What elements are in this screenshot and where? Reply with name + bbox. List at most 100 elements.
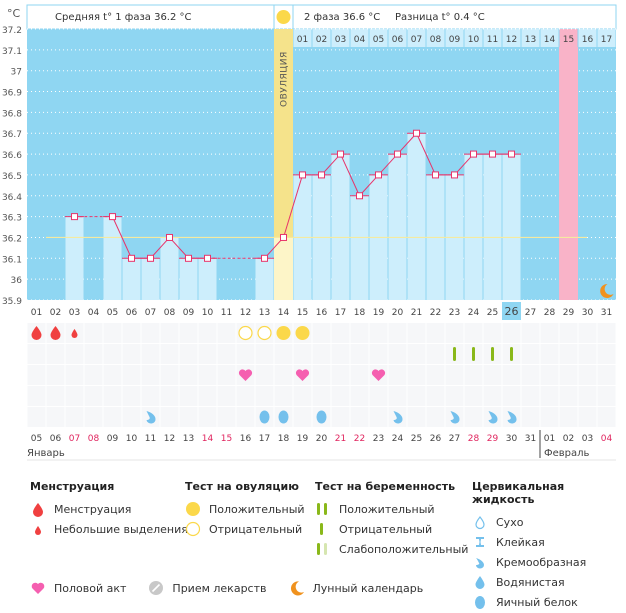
y-tick-label: 36.8 — [2, 109, 22, 119]
cycle-day-label: 05 — [107, 308, 118, 318]
phase2-day-label: 11 — [487, 35, 498, 45]
temperature-point — [470, 150, 477, 158]
calendar-date-label: 15 — [221, 434, 232, 444]
double-bar-icon — [315, 501, 331, 517]
calendar-date-label: 30 — [506, 434, 518, 444]
creamy-icon — [393, 411, 403, 424]
pregnancy-test-negative-icon — [510, 347, 513, 361]
temperature-bar — [65, 216, 84, 300]
cycle-day-label: 30 — [582, 308, 594, 318]
phase2-day-cell — [293, 29, 312, 47]
calendar-date-label: 14 — [202, 434, 214, 444]
y-tick-label: 36.5 — [2, 172, 22, 182]
phase2-day-cell — [312, 29, 331, 47]
phase2-day-cell — [388, 29, 407, 47]
temperature-point — [413, 129, 420, 137]
phase2-day-cell — [502, 29, 521, 47]
event-row — [27, 386, 616, 406]
cycle-day-label: 14 — [278, 308, 290, 318]
legend-item: Сухо — [496, 515, 524, 529]
legend-item: Яичный белок — [496, 595, 578, 609]
calendar-date-label: 13 — [183, 434, 194, 444]
y-tick-label: 36 — [11, 276, 23, 286]
cycle-day-label: 18 — [354, 308, 366, 318]
legend-item: Небольшие выделения — [54, 522, 188, 536]
calendar-date-label: 08 — [88, 434, 100, 444]
legend-cervical-fluid: Цервикальная жидкость Сухо Клейкая Кремо… — [472, 480, 626, 612]
phase2-day-cell — [350, 29, 369, 47]
temperature-point — [71, 213, 78, 221]
phase2-day-label: 17 — [601, 35, 612, 45]
cycle-day-label: 06 — [126, 308, 138, 318]
phase1-average: Средняя t° 1 фаза 36.2 °C — [55, 12, 192, 23]
pill-icon — [148, 580, 164, 596]
heart-icon — [30, 580, 46, 596]
phase2-day-cell — [426, 29, 445, 47]
small-blood-drop-icon — [71, 329, 78, 338]
phase2-day-cell — [521, 29, 540, 47]
temperature-bar — [160, 237, 179, 300]
dry-drop-icon — [472, 514, 488, 530]
temperature-difference: Разница t° 0.4 °C — [395, 12, 485, 23]
temperature-bar — [483, 154, 502, 300]
cycle-day-label: 07 — [145, 308, 156, 318]
legend-pregnancy-test: Тест на беременность Положительный Отриц… — [315, 480, 468, 559]
cycle-day-label: 13 — [259, 308, 270, 318]
calendar-date-label: 07 — [69, 434, 80, 444]
event-row — [27, 365, 616, 385]
legend-ovulation-test: Тест на овуляцию Положительный Отрицател… — [185, 480, 305, 539]
cycle-day-label: 23 — [449, 308, 460, 318]
y-tick-label: 36.9 — [2, 89, 22, 99]
filled-circle-icon — [185, 501, 201, 517]
creamy-icon — [507, 411, 517, 424]
cycle-day-label: 27 — [525, 308, 536, 318]
temperature-point — [147, 254, 154, 262]
y-tick-label: 36.3 — [2, 214, 22, 224]
temperature-point — [299, 171, 306, 179]
legend-item: Половой акт — [54, 581, 127, 595]
phase2-day-cell — [597, 29, 616, 47]
blood-drop-icon — [50, 326, 61, 340]
legend-item: Отрицательный — [339, 522, 433, 536]
y-tick-label: 37.2 — [2, 26, 22, 36]
egg-white-icon — [259, 410, 270, 424]
phase2-day-cell — [407, 29, 426, 47]
phase2-average: 2 фаза 36.6 °C — [304, 12, 380, 23]
cycle-day-label: 31 — [601, 308, 612, 318]
temperature-point — [432, 171, 439, 179]
sun-icon — [276, 10, 291, 24]
temperature-bar — [388, 154, 407, 300]
today-cycle-highlight — [502, 302, 521, 320]
y-tick-label: 36.6 — [2, 151, 22, 161]
phase2-day-label: 13 — [525, 35, 536, 45]
temperature-point — [318, 171, 325, 179]
empty-circle-icon — [185, 521, 201, 537]
calendar-date-label: 09 — [107, 434, 119, 444]
legend-cervical-title: Цервикальная жидкость — [472, 480, 565, 506]
temperature-point — [489, 150, 496, 158]
cycle-day-label: 19 — [373, 308, 385, 318]
temperature-segment — [112, 216, 132, 259]
creamy-icon — [450, 411, 460, 424]
temperature-bar — [198, 258, 217, 300]
cycle-day-label: 02 — [50, 308, 61, 318]
creamy-icon — [488, 411, 498, 424]
unit-label: °C — [7, 7, 21, 20]
calendar-date-label: 23 — [373, 434, 384, 444]
legend-menstruation: Менструация Менструация Небольшие выделе… — [30, 480, 188, 539]
watery-drop-icon — [472, 574, 488, 590]
month-label: Февраль — [544, 448, 590, 459]
legend-item: Кремообразная — [496, 555, 587, 569]
y-tick-label: 36.1 — [2, 255, 22, 265]
temperature-point — [394, 150, 401, 158]
phase2-day-cell — [331, 29, 350, 47]
phase2-day-label: 07 — [411, 35, 422, 45]
temperature-point — [451, 171, 458, 179]
phase2-day-cell — [445, 29, 464, 47]
calendar-date-label: 24 — [392, 434, 404, 444]
calendar-date-label: 29 — [487, 434, 499, 444]
cycle-day-label: 15 — [297, 308, 308, 318]
calendar-date-label: 05 — [31, 434, 42, 444]
temperature-segment — [340, 153, 360, 196]
ovulation-bar — [274, 237, 293, 300]
